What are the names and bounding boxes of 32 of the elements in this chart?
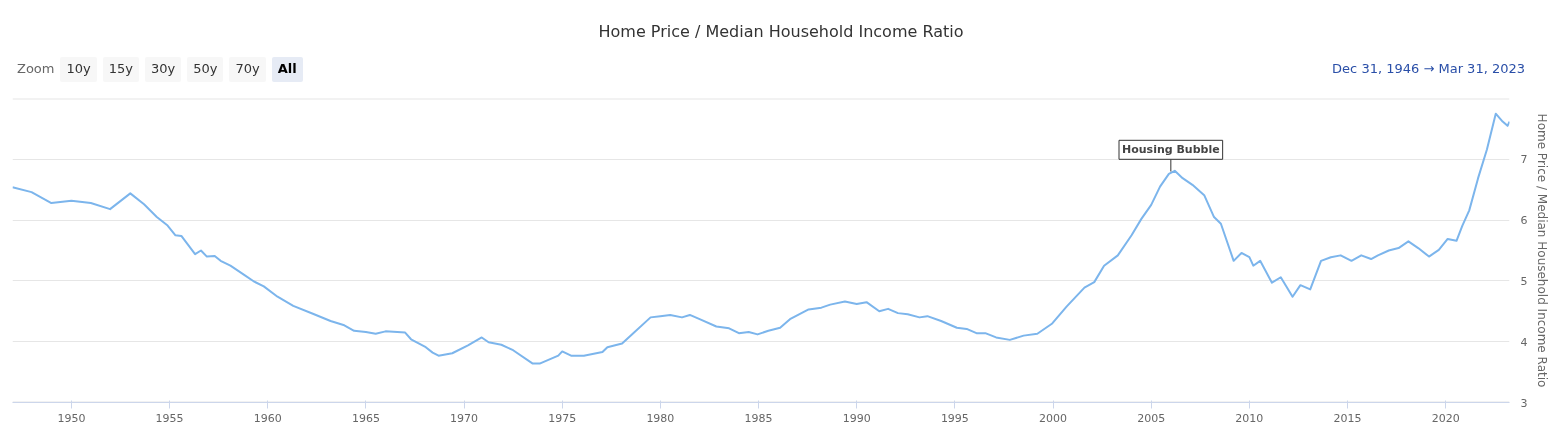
- text: Dec 31, 1946 → Mar 31, 2023: [1332, 60, 1525, 78]
- x-tick-label: 1965: [351, 411, 380, 425]
- text: All: [271, 57, 303, 82]
- x-tick-label: 2005: [1137, 411, 1166, 425]
- x-tick-label: 2015: [1333, 411, 1362, 425]
- x-tick-label: 1955: [155, 411, 184, 425]
- x-tick-label: 1990: [842, 411, 871, 425]
- text: 15y: [102, 57, 139, 82]
- x-tick-label: 1995: [940, 411, 969, 425]
- x-tick-label: 1980: [646, 411, 675, 425]
- x-tick-label: 1970: [450, 411, 479, 425]
- x-tick-label: 2000: [1039, 411, 1068, 425]
- text: 10y: [60, 57, 97, 82]
- text: 50y: [187, 57, 224, 82]
- x-tick-label: 2010: [1235, 411, 1264, 425]
- y-tick-label: 5: [1520, 274, 1528, 288]
- y-axis-title: Home Price / Median Household Income Ratio: [1535, 113, 1550, 388]
- chart-title: Home Price / Median Household Income Ratio: [597, 21, 965, 43]
- x-tick-label: 2020: [1431, 411, 1460, 425]
- x-tick-label: 1975: [548, 411, 577, 425]
- x-tick-label: 1985: [744, 411, 773, 425]
- y-tick-label: 6: [1520, 214, 1528, 228]
- text: 70y: [229, 57, 266, 82]
- x-tick-label: 1960: [253, 411, 282, 425]
- y-tick-label: 3: [1520, 396, 1528, 410]
- text: Zoom: [17, 61, 55, 76]
- y-tick-label: 4: [1520, 335, 1528, 349]
- text: 30y: [144, 57, 182, 82]
- x-tick-label: 1950: [57, 411, 86, 425]
- annotation: Housing Bubble: [1122, 143, 1220, 157]
- line-series: [12, 112, 1510, 365]
- y-tick-label: 7: [1520, 153, 1528, 167]
